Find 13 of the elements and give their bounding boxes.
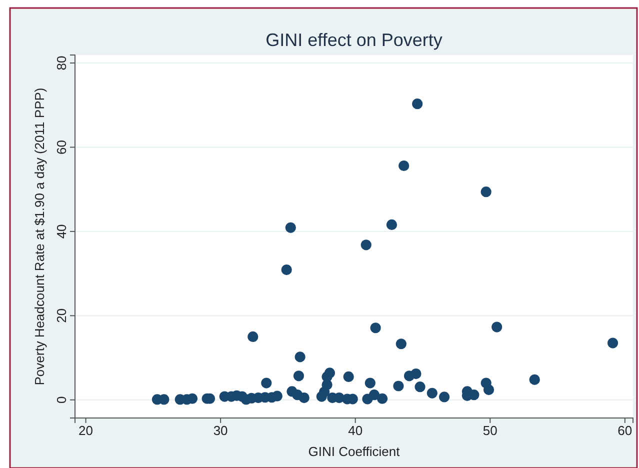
chart-title: GINI effect on Poverty — [266, 30, 442, 50]
y-tick-label: 60 — [54, 140, 69, 154]
x-tick-label: 60 — [618, 423, 632, 438]
y-tick-label: 40 — [54, 224, 69, 239]
y-axis-title: Poverty Headcount Rate at $1.90 a day (2011 PPP) — [32, 88, 47, 386]
x-axis-title: GINI Coefficient — [308, 444, 400, 459]
x-tick-label: 50 — [482, 423, 498, 438]
x-tick-label: 30 — [213, 423, 228, 438]
y-tick-label: 80 — [54, 56, 69, 70]
x-tick-label: 20 — [78, 423, 94, 438]
y-tick-label: 0 — [54, 396, 69, 404]
y-tick-label: 20 — [54, 308, 69, 323]
x-tick-label: 40 — [348, 423, 363, 438]
